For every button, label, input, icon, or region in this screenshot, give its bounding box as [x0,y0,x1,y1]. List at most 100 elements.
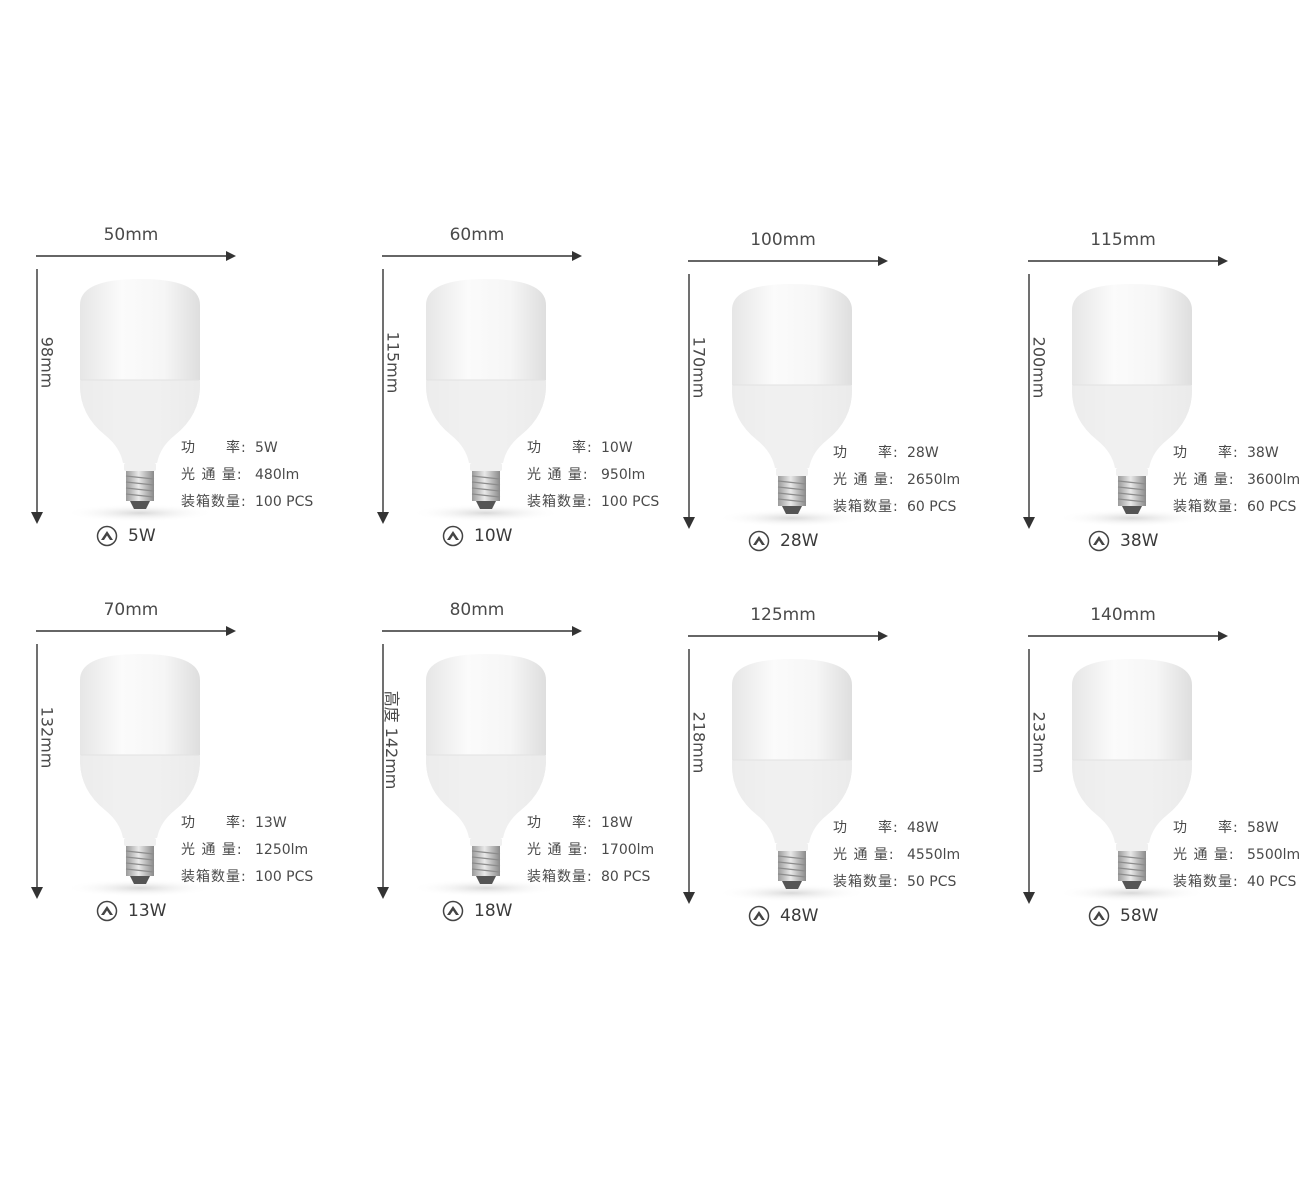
height-dimension: 98mm [31,269,60,529]
spec-row: 功 率: 28W [833,440,1008,467]
arrow-right-icon [382,251,582,261]
spec-key: 功 率: [527,440,593,456]
width-label: 70mm [103,600,159,620]
wattage-badge: 58W [1088,905,1158,927]
wattage-label: 38W [1120,531,1159,551]
spec-list: 功 率: 5W 光 通 量: 480lm 装箱数量: 100 PCS [181,435,356,516]
spec-row: 功 率: 58W [1173,815,1300,842]
width-label: 100mm [750,230,816,250]
spec-key: 功 率: [833,820,899,836]
width-dimension: 70mm [36,600,246,640]
width-dimension: 60mm [382,225,592,265]
brand-logo-icon [748,530,770,552]
led-bulb-image [717,284,867,527]
wattage-label: 13W [128,901,167,921]
spec-key: 功 率: [181,815,247,831]
width-dimension: 140mm [1028,605,1238,645]
width-label: 50mm [103,225,159,245]
arrow-right-icon [36,626,236,636]
height-dimension: 115mm [377,269,406,529]
spec-key: 功 率: [1173,445,1239,461]
spec-value: 950lm [601,467,646,483]
bulb-card-58w: 140mm 233mm [1023,605,1300,945]
spec-key: 光 通 量: [527,842,589,858]
wattage-badge: 13W [96,900,166,922]
arrow-down-icon [31,644,43,899]
width-dimension: 50mm [36,225,246,265]
spec-key: 装箱数量: [527,494,593,510]
spec-value: 38W [1247,445,1279,461]
height-dimension: 170mm [683,274,712,534]
wattage-label: 18W [474,901,513,921]
spec-value: 100 PCS [601,494,660,510]
width-label: 115mm [1090,230,1156,250]
bulb-card-28w: 100mm 170mm [683,230,1008,570]
wattage-label: 28W [780,531,819,551]
wattage-label: 58W [1120,906,1159,926]
spec-key: 装箱数量: [833,499,899,515]
arrow-down-icon [683,649,695,904]
width-dimension: 125mm [688,605,898,645]
height-label: 132mm [37,706,57,769]
spec-value: 18W [601,815,633,831]
led-bulb-image [411,279,561,522]
spec-list: 功 率: 18W 光 通 量: 1700lm 装箱数量: 80 PCS [527,810,702,891]
spec-value: 10W [601,440,633,456]
wattage-label: 5W [128,526,156,546]
spec-value: 1250lm [255,842,309,858]
arrow-right-icon [688,631,888,641]
spec-value: 13W [255,815,287,831]
spec-key: 装箱数量: [1173,499,1239,515]
spec-key: 功 率: [527,815,593,831]
bulb-card-5w: 50mm 98mm [31,225,356,565]
brand-logo-icon [96,900,118,922]
spec-list: 功 率: 13W 光 通 量: 1250lm 装箱数量: 100 PCS [181,810,356,891]
spec-value: 1700lm [601,842,655,858]
wattage-label: 10W [474,526,513,546]
spec-value: 2650lm [907,472,961,488]
spec-row: 光 通 量: 1700lm [527,837,702,864]
height-dimension: 132mm [31,644,60,904]
spec-key: 光 通 量: [833,847,895,863]
led-bulb-image [1057,284,1207,527]
spec-row: 光 通 量: 3600lm [1173,467,1300,494]
led-bulb-image [411,654,561,897]
spec-row: 光 通 量: 4550lm [833,842,1008,869]
width-dimension: 115mm [1028,230,1238,270]
spec-key: 装箱数量: [1173,874,1239,890]
arrow-right-icon [688,256,888,266]
arrow-right-icon [382,626,582,636]
spec-list: 功 率: 38W 光 通 量: 3600lm 装箱数量: 60 PCS [1173,440,1300,521]
height-label: 高度 142mm [382,690,401,790]
spec-key: 光 通 量: [1173,847,1235,863]
width-dimension: 100mm [688,230,898,270]
spec-key: 光 通 量: [527,467,589,483]
arrow-right-icon [1028,631,1228,641]
height-dimension: 200mm [1023,274,1052,534]
spec-value: 48W [907,820,939,836]
width-label: 140mm [1090,605,1156,625]
spec-key: 光 通 量: [181,467,243,483]
wattage-badge: 10W [442,525,512,547]
spec-row: 装箱数量: 100 PCS [181,864,356,891]
spec-value: 50 PCS [907,874,957,890]
wattage-badge: 18W [442,900,512,922]
spec-key: 装箱数量: [181,869,247,885]
led-bulb-image [1057,659,1207,902]
spec-row: 装箱数量: 40 PCS [1173,869,1300,896]
wattage-badge: 5W [96,525,156,547]
spec-row: 装箱数量: 100 PCS [527,489,702,516]
arrow-right-icon [1028,256,1228,266]
spec-list: 功 率: 28W 光 通 量: 2650lm 装箱数量: 60 PCS [833,440,1008,521]
spec-row: 功 率: 5W [181,435,356,462]
spec-row: 装箱数量: 80 PCS [527,864,702,891]
spec-key: 功 率: [181,440,247,456]
width-dimension: 80mm [382,600,592,640]
spec-row: 功 率: 48W [833,815,1008,842]
spec-row: 功 率: 18W [527,810,702,837]
spec-value: 480lm [255,467,300,483]
spec-key: 光 通 量: [833,472,895,488]
arrow-down-icon [683,274,695,529]
spec-row: 装箱数量: 50 PCS [833,869,1008,896]
spec-row: 光 通 量: 5500lm [1173,842,1300,869]
